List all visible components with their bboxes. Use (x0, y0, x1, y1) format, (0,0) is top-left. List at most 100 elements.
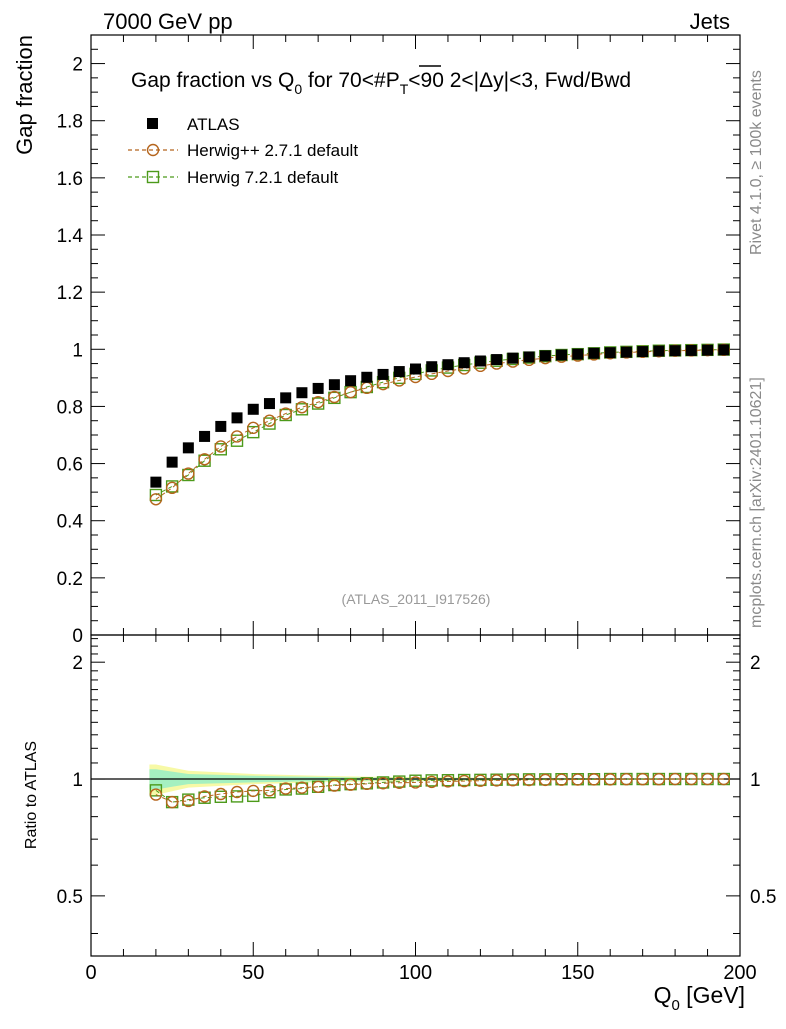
atlas-main-point (199, 430, 211, 442)
atlas-main-point (296, 387, 308, 399)
atlas-main-point (442, 359, 454, 371)
herwigpp-main-point (311, 395, 325, 409)
analysis-watermark: (ATLAS_2011_I917526) (342, 591, 491, 607)
atlas-main-point (215, 420, 227, 432)
atlas-main-point (474, 355, 486, 367)
herwigpp-main-point (198, 453, 211, 466)
herwigpp-ratio-point (685, 772, 698, 786)
herwigpp-ratio-point (360, 777, 374, 791)
herwigpp-ratio-point (587, 773, 601, 786)
atlas-main-point (328, 379, 340, 391)
main-ticks: 0 0.2 0.4 0.6 0.8 1 1.2 1.4 1.6 1.8 2 (57, 35, 741, 647)
main-ytick-label: 0 (72, 626, 83, 647)
x-axis-label: Q0 [GeV] (654, 982, 745, 1014)
atlas-main-point (393, 366, 405, 378)
herwigpp-ratio-point (247, 784, 260, 798)
atlas-main-point (247, 403, 259, 415)
herwigpp-ratio-line (155, 778, 724, 803)
legend-herwig7-marker (146, 170, 160, 184)
ratio-y-axis-label: Ratio to ATLAS (23, 741, 40, 849)
plot-title: Gap fraction vs Q0 for 70<#PT<90 2<|Δy|<… (131, 69, 631, 97)
herwigpp-ratio-point (230, 785, 244, 799)
herwigpp-ratio-point (457, 774, 471, 788)
atlas-main-point (669, 345, 681, 357)
herwigpp-ratio-point (182, 794, 195, 808)
title-part-3: <90 2<|Δy|<3, Fwd/Bwd (408, 69, 631, 92)
herwigpp-ratio-point (311, 780, 325, 793)
atlas-main-point (182, 442, 194, 454)
atlas-main-point (620, 346, 632, 358)
title-overline-letter: P (386, 69, 400, 92)
atlas-main-point (523, 351, 535, 363)
main-ytick-label: 0.4 (57, 512, 84, 533)
legend-herwig7-label: Herwig 7.2.1 default (187, 168, 338, 187)
legend-atlas-marker (147, 118, 158, 129)
x-tick-label: 150 (561, 962, 594, 984)
herwigpp-ratio-point (328, 779, 341, 792)
herwigpp-main-point (263, 414, 276, 427)
atlas-main-point (507, 352, 519, 364)
x-tick-label: 0 (85, 962, 96, 984)
main-ytick-label: 1.8 (57, 112, 83, 133)
herwigpp-ratio-point (214, 787, 228, 801)
x-axis-label-sub: 0 (671, 997, 679, 1014)
herwigpp-ratio-point (295, 781, 309, 794)
herwigpp-ratio-point (198, 790, 211, 803)
atlas-main-point (263, 398, 275, 410)
ratio-data-points (149, 772, 730, 809)
atlas-main-point (345, 375, 357, 387)
atlas-main-point (604, 347, 616, 359)
legend: ATLAS Herwig++ 2.7.1 default Herwig 7.2.… (128, 115, 358, 187)
rivet-version-label: Rivet 4.1.0, ≥ 100k events (748, 70, 765, 255)
herwigpp-ratio-point (279, 782, 292, 795)
herwigpp-main-point (230, 430, 244, 443)
ratio-ytick-label-right: 2 (750, 653, 761, 674)
ratio-ytick-label-left: 2 (72, 653, 83, 674)
herwigpp-ratio-point (393, 776, 406, 789)
herwigpp-ratio-point (376, 777, 390, 790)
title-part-1: Gap fraction vs Q (131, 69, 294, 92)
atlas-main-point (410, 363, 421, 375)
herwigpp-ratio-point (701, 772, 714, 786)
herwigpp-ratio-point (506, 774, 520, 787)
herwigpp-ratio-point (620, 772, 633, 786)
herwigpp-ratio-point (441, 775, 455, 788)
ratio-ytick-label-left: 1 (72, 770, 83, 791)
herwigpp-ratio-point (522, 773, 536, 787)
atlas-main-point (166, 456, 178, 468)
x-tick-label: 50 (242, 962, 264, 984)
herwigpp-ratio-point (539, 773, 552, 787)
herwigpp-main-point (182, 467, 195, 480)
herwigpp-ratio-point (571, 773, 584, 786)
herwigpp-main-point (279, 407, 292, 420)
atlas-main-point (653, 345, 665, 357)
herwigpp-main-point (165, 481, 179, 495)
herwigpp-ratio-point (668, 772, 682, 786)
herwigpp-ratio-point (409, 776, 422, 789)
herwig7-ratio-point (247, 789, 260, 803)
atlas-main-point (426, 361, 438, 373)
herwigpp-main-point (247, 421, 260, 435)
herwigpp-ratio-point (555, 773, 568, 786)
mcplots-label: mcplots.cern.ch [arXiv:2401.10621] (748, 377, 765, 628)
main-ytick-label: 1.4 (57, 226, 84, 247)
title-sub-2: T (400, 81, 409, 97)
atlas-main-point (458, 357, 470, 369)
ratio-plot-frame (90, 634, 741, 957)
main-ytick-label: 0.2 (57, 569, 83, 590)
atlas-main-point (231, 412, 243, 424)
herwigpp-ratio-point (490, 774, 503, 787)
x-axis-label-main: Q (654, 982, 672, 1008)
main-ytick-label: 1.2 (57, 283, 83, 304)
atlas-main-point (377, 368, 389, 380)
legend-atlas-label: ATLAS (187, 115, 240, 134)
atlas-main-point (702, 344, 714, 356)
herwig7-ratio-point (230, 790, 244, 803)
atlas-main-point (572, 348, 584, 360)
herwigpp-ratio-point (717, 772, 730, 786)
main-ytick-label: 0.8 (57, 397, 83, 418)
atlas-main-point (361, 371, 373, 383)
main-ytick-label: 1 (72, 340, 83, 361)
title-sub-1: 0 (294, 81, 302, 97)
atlas-main-point (588, 347, 600, 359)
